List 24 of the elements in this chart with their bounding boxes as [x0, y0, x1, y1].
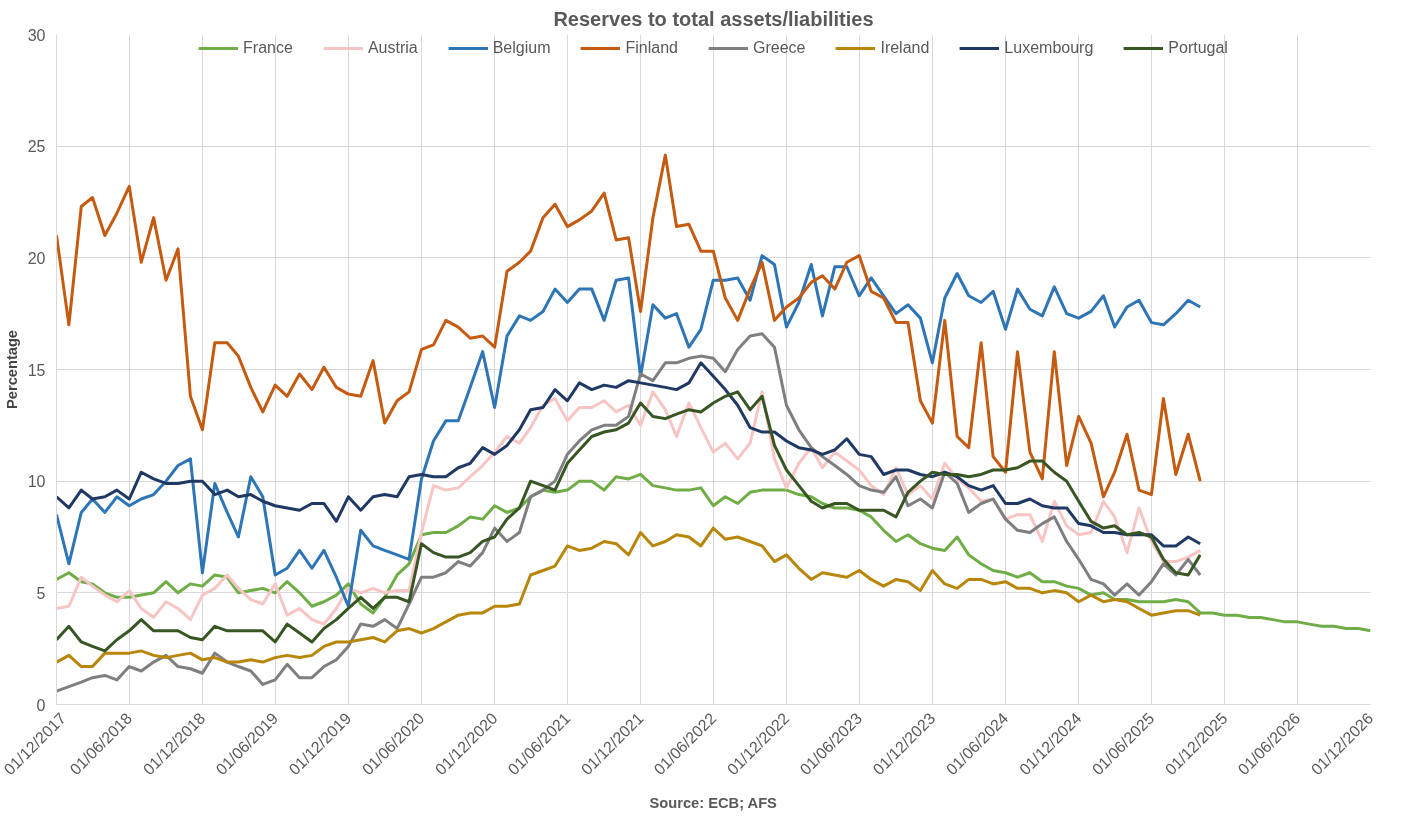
- legend-label: Luxembourg: [1004, 39, 1094, 57]
- legend-label: Belgium: [492, 39, 551, 57]
- legend-label: Ireland: [880, 39, 930, 57]
- line-series: [56, 526, 1202, 669]
- line-series: [56, 472, 1371, 633]
- y-tick-label: 25: [27, 138, 46, 156]
- line-series: [56, 254, 1202, 608]
- line-series: [56, 153, 1202, 499]
- y-tick-label: 20: [27, 249, 46, 267]
- y-axis-title: Percentage: [3, 329, 20, 410]
- line-series: [56, 332, 1202, 693]
- chart-title: Reserves to total assets/liabilities: [553, 7, 874, 30]
- line-series: [56, 361, 1202, 548]
- y-tick-label: 10: [27, 473, 46, 491]
- y-tick-label: 5: [36, 584, 46, 602]
- y-tick-label: 15: [27, 361, 46, 379]
- y-tick-label: 0: [36, 696, 46, 714]
- y-tick-label: 30: [27, 26, 46, 44]
- legend-label: Greece: [752, 39, 806, 57]
- source-note: Source: ECB; AFS: [649, 794, 778, 811]
- legend-label: Austria: [367, 39, 418, 57]
- legend-label: Portugal: [1168, 39, 1228, 57]
- legend-label: Finland: [625, 39, 678, 57]
- legend-label: France: [243, 39, 293, 57]
